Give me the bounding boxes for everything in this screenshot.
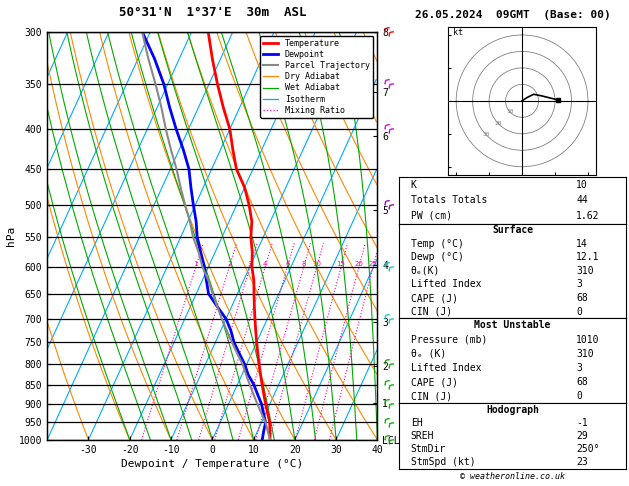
Text: 310: 310 bbox=[576, 349, 594, 359]
Text: © weatheronline.co.uk: © weatheronline.co.uk bbox=[460, 472, 565, 481]
Text: K: K bbox=[411, 180, 416, 190]
Text: Dewp (°C): Dewp (°C) bbox=[411, 252, 464, 262]
Text: 1: 1 bbox=[194, 260, 198, 267]
Text: -1: -1 bbox=[576, 418, 587, 428]
Text: 10: 10 bbox=[506, 109, 514, 114]
Text: 25: 25 bbox=[369, 260, 377, 267]
Text: Pressure (mb): Pressure (mb) bbox=[411, 334, 487, 345]
Y-axis label: hPa: hPa bbox=[6, 226, 16, 246]
Text: Lifted Index: Lifted Index bbox=[411, 363, 481, 373]
X-axis label: Dewpoint / Temperature (°C): Dewpoint / Temperature (°C) bbox=[121, 459, 303, 469]
Text: ❮❮: ❮❮ bbox=[381, 312, 394, 326]
Text: ❮❮: ❮❮ bbox=[381, 260, 394, 273]
Text: ❮❮: ❮❮ bbox=[381, 398, 394, 411]
Text: SREH: SREH bbox=[411, 431, 434, 441]
Text: ❮❮: ❮❮ bbox=[381, 77, 394, 90]
Text: 10: 10 bbox=[576, 180, 587, 190]
Text: 50°31'N  1°37'E  30m  ASL: 50°31'N 1°37'E 30m ASL bbox=[118, 6, 306, 19]
Text: 3: 3 bbox=[576, 363, 582, 373]
Text: Surface: Surface bbox=[492, 226, 533, 235]
Y-axis label: km
ASL: km ASL bbox=[421, 225, 439, 246]
Text: 30: 30 bbox=[482, 132, 490, 138]
Text: CIN (J): CIN (J) bbox=[411, 307, 452, 316]
Text: StmDir: StmDir bbox=[411, 444, 446, 454]
Text: CAPE (J): CAPE (J) bbox=[411, 293, 458, 303]
Text: Lifted Index: Lifted Index bbox=[411, 279, 481, 290]
Text: 10: 10 bbox=[312, 260, 321, 267]
Text: 26.05.2024  09GMT  (Base: 00): 26.05.2024 09GMT (Base: 00) bbox=[415, 10, 611, 20]
Text: Temp (°C): Temp (°C) bbox=[411, 239, 464, 249]
Text: ❮❮: ❮❮ bbox=[381, 416, 394, 429]
Text: θₑ(K): θₑ(K) bbox=[411, 266, 440, 276]
Text: PW (cm): PW (cm) bbox=[411, 211, 452, 221]
Text: 1.62: 1.62 bbox=[576, 211, 599, 221]
Text: Totals Totals: Totals Totals bbox=[411, 195, 487, 206]
Text: 20: 20 bbox=[355, 260, 364, 267]
Text: ❮❮: ❮❮ bbox=[381, 25, 394, 38]
Text: kt: kt bbox=[453, 28, 463, 37]
Text: Most Unstable: Most Unstable bbox=[474, 320, 551, 330]
Text: 2: 2 bbox=[227, 260, 231, 267]
Text: 1010: 1010 bbox=[576, 334, 599, 345]
Text: 20: 20 bbox=[494, 121, 502, 125]
Text: 14: 14 bbox=[576, 239, 587, 249]
Legend: Temperature, Dewpoint, Parcel Trajectory, Dry Adiabat, Wet Adiabat, Isotherm, Mi: Temperature, Dewpoint, Parcel Trajectory… bbox=[260, 36, 373, 118]
Text: ❮❮: ❮❮ bbox=[381, 433, 394, 447]
Text: 15: 15 bbox=[337, 260, 345, 267]
Text: 250°: 250° bbox=[576, 444, 599, 454]
Text: 12.1: 12.1 bbox=[576, 252, 599, 262]
Text: 4: 4 bbox=[263, 260, 267, 267]
Text: 310: 310 bbox=[576, 266, 594, 276]
Text: ❮❮: ❮❮ bbox=[381, 198, 394, 211]
Text: 3: 3 bbox=[576, 279, 582, 290]
Text: ❮❮: ❮❮ bbox=[381, 358, 394, 371]
Text: θₑ (K): θₑ (K) bbox=[411, 349, 446, 359]
Text: 0: 0 bbox=[576, 391, 582, 401]
Text: Hodograph: Hodograph bbox=[486, 405, 539, 415]
Text: 68: 68 bbox=[576, 293, 587, 303]
Text: CAPE (J): CAPE (J) bbox=[411, 377, 458, 387]
Text: CIN (J): CIN (J) bbox=[411, 391, 452, 401]
Text: StmSpd (kt): StmSpd (kt) bbox=[411, 457, 476, 468]
Text: 23: 23 bbox=[576, 457, 587, 468]
Text: EH: EH bbox=[411, 418, 423, 428]
Text: 8: 8 bbox=[301, 260, 306, 267]
Text: 3: 3 bbox=[248, 260, 252, 267]
Text: ❮❮: ❮❮ bbox=[381, 122, 394, 136]
Text: 44: 44 bbox=[576, 195, 587, 206]
Text: ❮❮: ❮❮ bbox=[381, 378, 394, 391]
Text: 29: 29 bbox=[576, 431, 587, 441]
Text: 6: 6 bbox=[285, 260, 290, 267]
Text: 0: 0 bbox=[576, 307, 582, 316]
Text: 68: 68 bbox=[576, 377, 587, 387]
